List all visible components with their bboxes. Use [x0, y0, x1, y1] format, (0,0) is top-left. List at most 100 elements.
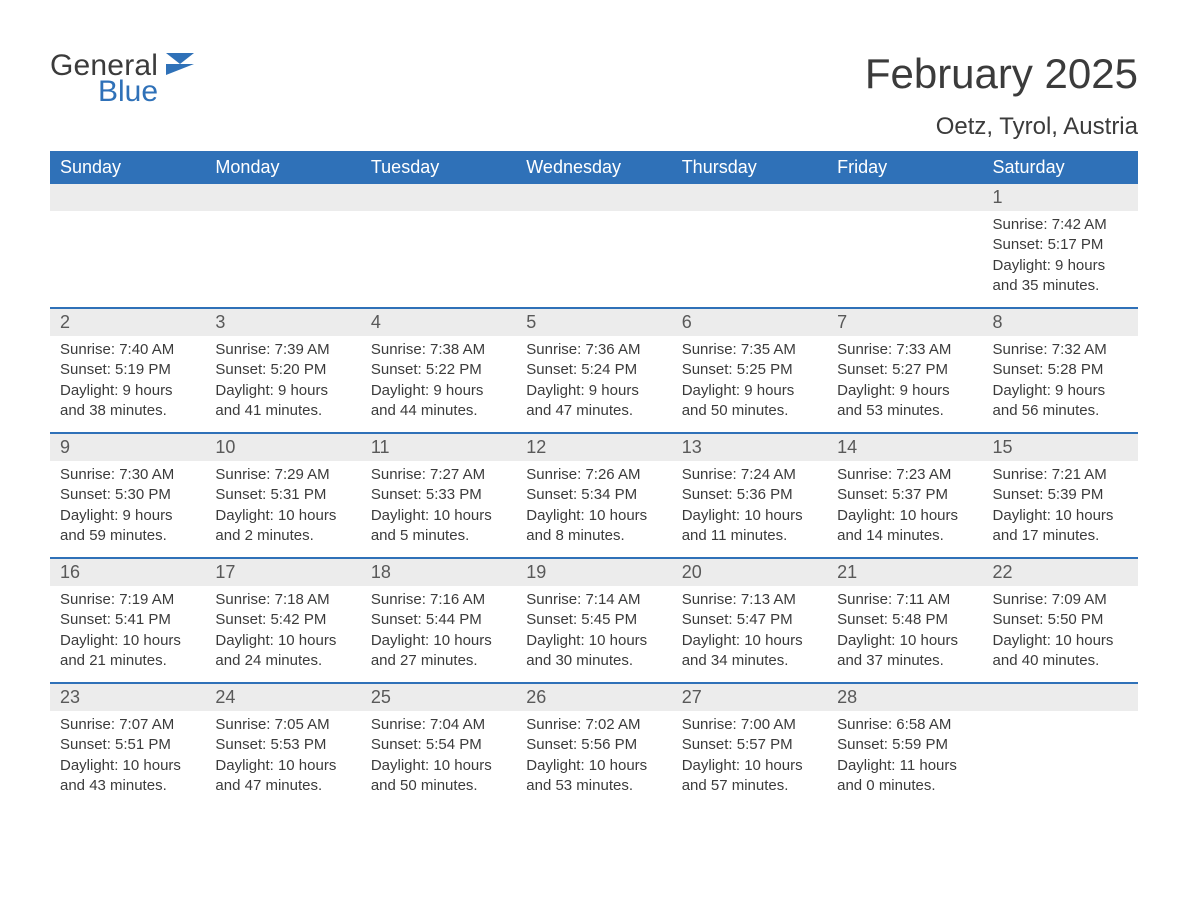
day-number: 16: [50, 559, 205, 586]
day-number: 9: [50, 434, 205, 461]
day-number: [361, 184, 516, 211]
daylight-text: Daylight: 10 hours and 43 minutes.: [60, 756, 195, 797]
daylight-text: Daylight: 10 hours and 47 minutes.: [215, 756, 350, 797]
day-body: Sunrise: 7:00 AMSunset: 5:57 PMDaylight:…: [672, 711, 827, 807]
location-label: Oetz, Tyrol, Austria: [50, 113, 1138, 141]
sunrise-text: Sunrise: 7:00 AM: [682, 715, 817, 735]
dow-thursday: Thursday: [672, 151, 827, 184]
sunrise-text: Sunrise: 7:29 AM: [215, 465, 350, 485]
day-body: [50, 211, 205, 307]
sunrise-text: Sunrise: 7:32 AM: [993, 340, 1128, 360]
day-number: 7: [827, 309, 982, 336]
day-body: Sunrise: 7:23 AMSunset: 5:37 PMDaylight:…: [827, 461, 982, 557]
sunset-text: Sunset: 5:27 PM: [837, 360, 972, 380]
daynum-row: 1: [50, 184, 1138, 211]
day-number: 10: [205, 434, 360, 461]
day-body: Sunrise: 7:26 AMSunset: 5:34 PMDaylight:…: [516, 461, 671, 557]
day-body: Sunrise: 7:33 AMSunset: 5:27 PMDaylight:…: [827, 336, 982, 432]
sunrise-text: Sunrise: 7:13 AM: [682, 590, 817, 610]
daylight-text: Daylight: 10 hours and 24 minutes.: [215, 631, 350, 672]
daylight-text: Daylight: 9 hours and 47 minutes.: [526, 381, 661, 422]
sunset-text: Sunset: 5:17 PM: [993, 235, 1128, 255]
day-body: Sunrise: 7:21 AMSunset: 5:39 PMDaylight:…: [983, 461, 1138, 557]
sunrise-text: Sunrise: 6:58 AM: [837, 715, 972, 735]
weeks-container: 1Sunrise: 7:42 AMSunset: 5:17 PMDaylight…: [50, 184, 1138, 807]
daylight-text: Daylight: 10 hours and 50 minutes.: [371, 756, 506, 797]
sunrise-text: Sunrise: 7:27 AM: [371, 465, 506, 485]
daylight-text: Daylight: 9 hours and 59 minutes.: [60, 506, 195, 547]
sunset-text: Sunset: 5:47 PM: [682, 610, 817, 630]
sunset-text: Sunset: 5:44 PM: [371, 610, 506, 630]
sunset-text: Sunset: 5:41 PM: [60, 610, 195, 630]
day-number: [827, 184, 982, 211]
sunset-text: Sunset: 5:54 PM: [371, 735, 506, 755]
daylight-text: Daylight: 10 hours and 37 minutes.: [837, 631, 972, 672]
sunset-text: Sunset: 5:20 PM: [215, 360, 350, 380]
sunrise-text: Sunrise: 7:23 AM: [837, 465, 972, 485]
day-number: 24: [205, 684, 360, 711]
logo: General Blue: [50, 50, 194, 107]
day-number: 20: [672, 559, 827, 586]
sunset-text: Sunset: 5:51 PM: [60, 735, 195, 755]
sunrise-text: Sunrise: 7:30 AM: [60, 465, 195, 485]
daylight-text: Daylight: 9 hours and 53 minutes.: [837, 381, 972, 422]
day-number: [50, 184, 205, 211]
daylight-text: Daylight: 10 hours and 57 minutes.: [682, 756, 817, 797]
day-number: 17: [205, 559, 360, 586]
daylight-text: Daylight: 9 hours and 50 minutes.: [682, 381, 817, 422]
sunset-text: Sunset: 5:36 PM: [682, 485, 817, 505]
daylight-text: Daylight: 10 hours and 17 minutes.: [993, 506, 1128, 547]
dow-friday: Friday: [827, 151, 982, 184]
dow-sunday: Sunday: [50, 151, 205, 184]
day-number: 27: [672, 684, 827, 711]
day-number: 12: [516, 434, 671, 461]
day-number: 23: [50, 684, 205, 711]
day-body: Sunrise: 7:02 AMSunset: 5:56 PMDaylight:…: [516, 711, 671, 807]
sunset-text: Sunset: 5:33 PM: [371, 485, 506, 505]
calendar: Sunday Monday Tuesday Wednesday Thursday…: [50, 151, 1138, 807]
sunset-text: Sunset: 5:50 PM: [993, 610, 1128, 630]
day-body: Sunrise: 7:42 AMSunset: 5:17 PMDaylight:…: [983, 211, 1138, 307]
sunset-text: Sunset: 5:28 PM: [993, 360, 1128, 380]
day-number: 3: [205, 309, 360, 336]
sunrise-text: Sunrise: 7:02 AM: [526, 715, 661, 735]
day-body: Sunrise: 7:11 AMSunset: 5:48 PMDaylight:…: [827, 586, 982, 682]
day-number: 1: [983, 184, 1138, 211]
day-of-week-header: Sunday Monday Tuesday Wednesday Thursday…: [50, 151, 1138, 184]
sunrise-text: Sunrise: 7:07 AM: [60, 715, 195, 735]
month-title: February 2025: [865, 50, 1138, 98]
day-number: 19: [516, 559, 671, 586]
sunrise-text: Sunrise: 7:21 AM: [993, 465, 1128, 485]
day-number: [516, 184, 671, 211]
sunset-text: Sunset: 5:19 PM: [60, 360, 195, 380]
sunrise-text: Sunrise: 7:09 AM: [993, 590, 1128, 610]
flag-icon: [166, 49, 194, 82]
day-number: 8: [983, 309, 1138, 336]
day-number: 28: [827, 684, 982, 711]
daylight-text: Daylight: 11 hours and 0 minutes.: [837, 756, 972, 797]
day-body: Sunrise: 7:19 AMSunset: 5:41 PMDaylight:…: [50, 586, 205, 682]
day-body: Sunrise: 7:14 AMSunset: 5:45 PMDaylight:…: [516, 586, 671, 682]
day-number: 25: [361, 684, 516, 711]
day-body: Sunrise: 6:58 AMSunset: 5:59 PMDaylight:…: [827, 711, 982, 807]
sunset-text: Sunset: 5:56 PM: [526, 735, 661, 755]
sunrise-text: Sunrise: 7:35 AM: [682, 340, 817, 360]
daylight-text: Daylight: 9 hours and 38 minutes.: [60, 381, 195, 422]
day-body: [516, 211, 671, 307]
daynum-row: 2345678: [50, 307, 1138, 336]
sunset-text: Sunset: 5:59 PM: [837, 735, 972, 755]
calendar-week: 1Sunrise: 7:42 AMSunset: 5:17 PMDaylight…: [50, 184, 1138, 307]
sunrise-text: Sunrise: 7:26 AM: [526, 465, 661, 485]
day-body: Sunrise: 7:13 AMSunset: 5:47 PMDaylight:…: [672, 586, 827, 682]
sunrise-text: Sunrise: 7:33 AM: [837, 340, 972, 360]
day-body: [983, 711, 1138, 807]
sunset-text: Sunset: 5:24 PM: [526, 360, 661, 380]
day-number: 4: [361, 309, 516, 336]
dow-tuesday: Tuesday: [361, 151, 516, 184]
sunrise-text: Sunrise: 7:11 AM: [837, 590, 972, 610]
day-body: Sunrise: 7:40 AMSunset: 5:19 PMDaylight:…: [50, 336, 205, 432]
daylight-text: Daylight: 10 hours and 30 minutes.: [526, 631, 661, 672]
day-number: [983, 684, 1138, 711]
day-body: [205, 211, 360, 307]
dow-wednesday: Wednesday: [516, 151, 671, 184]
